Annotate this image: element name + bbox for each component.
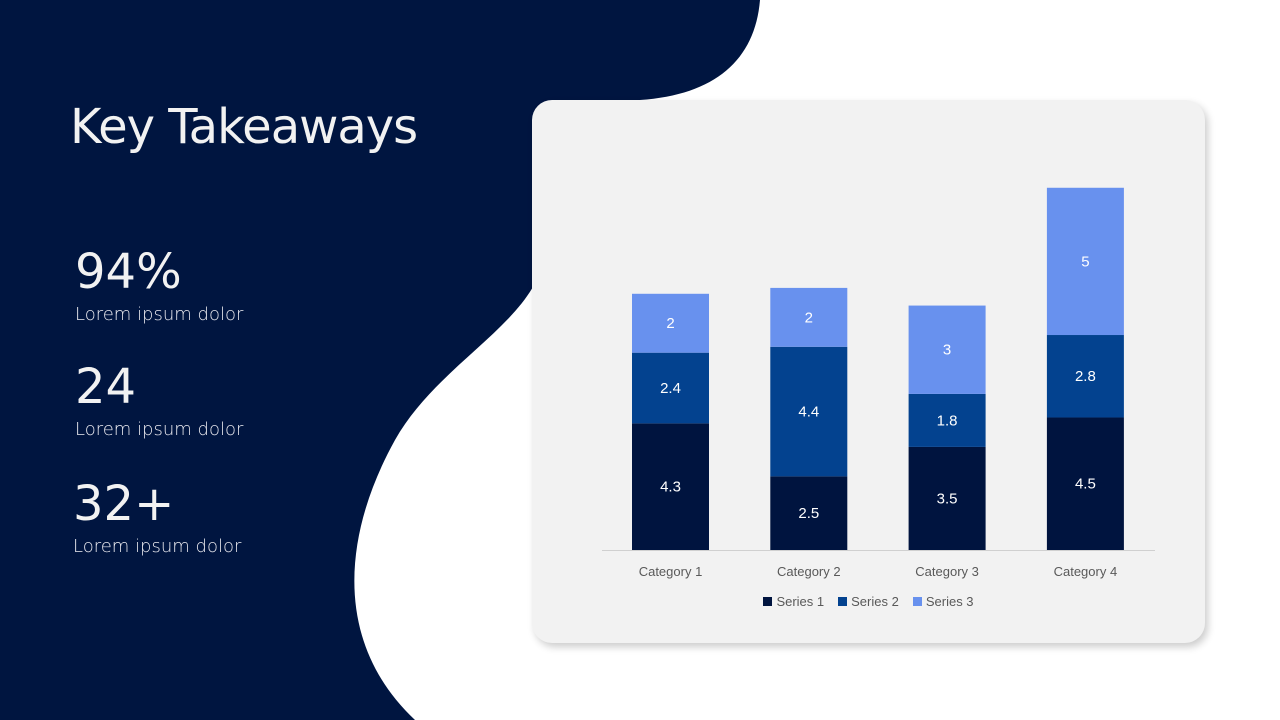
stat-value: 94% — [75, 244, 182, 300]
legend-item: Series 1 — [763, 594, 824, 609]
chart-card: 4.3 2.4 2 Category 1 2.5 4.4 2 Category 2 3.5 1.8… — [532, 100, 1205, 643]
stat-3: 32+ Lorem ipsum dolor — [73, 478, 241, 557]
data-label: 4.3 — [660, 479, 681, 496]
stat-value: 24 — [75, 359, 137, 415]
bar-segment — [632, 423, 709, 550]
bar-segment — [770, 476, 848, 550]
page-title: Key Takeaways — [70, 99, 418, 155]
data-label: 4.4 — [798, 404, 819, 421]
data-label: 4.5 — [1075, 476, 1096, 493]
chart-legend: Series 1 Series 2 Series 3 — [532, 594, 1205, 609]
category-tick-label: Category 1 — [639, 564, 703, 579]
data-label: 2.4 — [660, 380, 681, 397]
legend-label: Series 1 — [776, 594, 825, 609]
legend-swatch — [838, 597, 848, 606]
stat-label: Lorem ipsum dolor — [73, 536, 242, 557]
data-label: 3 — [943, 342, 951, 359]
bar-segment — [770, 287, 848, 347]
stacked-bar-chart: 4.3 2.4 2 Category 1 2.5 4.4 2 Category 2 3.5 1.8… — [602, 187, 1155, 579]
legend-item: Series 3 — [912, 594, 974, 609]
legend-label: Series 3 — [925, 594, 974, 609]
stat-value: 32+ — [73, 476, 175, 532]
category-tick-label: Category 3 — [915, 564, 979, 579]
bar-segment — [1046, 417, 1124, 550]
stat-2: 24 Lorem ipsum dolor — [75, 361, 243, 440]
bar-segment — [770, 346, 848, 477]
data-label: 2 — [805, 309, 813, 326]
legend-label: Series 2 — [851, 594, 899, 609]
bar-segment — [908, 446, 986, 550]
category-tick-label: Category 2 — [777, 564, 841, 579]
data-label: 1.8 — [937, 412, 958, 429]
bar-segment — [908, 305, 986, 394]
data-label: 2.5 — [798, 505, 819, 522]
category-tick-label: Category 4 — [1054, 564, 1118, 579]
data-label: 3.5 — [937, 490, 958, 507]
bar-segment — [632, 293, 709, 353]
stat-label: Lorem ipsum dolor — [75, 419, 244, 440]
stat-label: Lorem ipsum dolor — [75, 304, 244, 325]
bar-segment — [632, 352, 709, 424]
bar-segment — [1046, 335, 1124, 418]
legend-item: Series 2 — [838, 594, 899, 609]
bar-segment — [1046, 187, 1124, 336]
stat-1: 94% Lorem ipsum dolor — [75, 246, 243, 325]
legend-swatch — [763, 597, 773, 606]
data-label: 2 — [666, 315, 674, 332]
legend-swatch — [912, 597, 922, 606]
bar-segment — [908, 393, 986, 447]
data-label: 5 — [1081, 253, 1089, 270]
data-label: 2.8 — [1075, 368, 1096, 385]
